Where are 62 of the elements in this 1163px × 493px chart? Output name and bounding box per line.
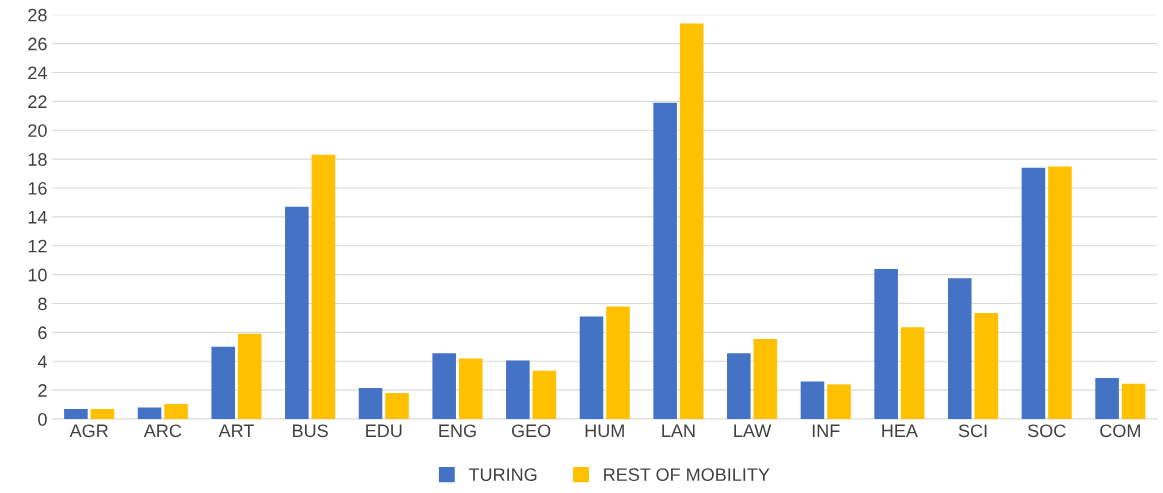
y-tick-label: 18: [28, 153, 47, 166]
bar: [532, 370, 557, 420]
bar: [948, 278, 972, 420]
bar: [579, 316, 604, 420]
x-tick-label: LAN: [662, 424, 695, 437]
x-tick-label: AGR: [69, 424, 108, 438]
bar: [237, 333, 262, 420]
x-tick-label: GEO: [511, 424, 551, 438]
y-tick-label: 26: [28, 37, 47, 51]
y-tick-label: 2: [38, 384, 47, 397]
y-tick-label: 20: [28, 124, 47, 138]
bar: [311, 154, 336, 420]
bar: [874, 268, 898, 420]
bar: [458, 358, 483, 420]
x-tick-label: SCI: [958, 424, 987, 438]
x-tick-label: ARC: [143, 424, 182, 438]
bar: [506, 360, 530, 420]
bar: [900, 327, 925, 420]
bar: [211, 346, 235, 420]
bar: [64, 408, 88, 420]
y-tick-label: 14: [28, 211, 47, 224]
bar: [753, 338, 778, 420]
x-tick-label: INF: [812, 424, 840, 437]
bar: [1095, 377, 1119, 420]
bar: [358, 388, 383, 420]
bar: [653, 102, 677, 420]
bar: [432, 353, 456, 420]
bar: [1048, 166, 1072, 420]
bar: [974, 312, 999, 420]
bar: [606, 306, 630, 420]
y-tick-label: 4: [37, 355, 47, 368]
bar: [164, 403, 188, 420]
y-tick-label: 24: [28, 66, 47, 80]
y-tick-label: 0: [38, 412, 47, 426]
x-tick-label: BUS: [293, 424, 328, 438]
y-tick-label: 8: [38, 297, 47, 311]
bar: [727, 353, 751, 420]
x-tick-label: SOC: [1027, 424, 1066, 438]
x-tick-label: COM: [1100, 424, 1140, 438]
bar: [385, 393, 409, 420]
x-tick-label: ART: [218, 424, 254, 437]
bar: [1021, 167, 1046, 420]
bar: [800, 381, 825, 420]
y-tick-label: 22: [28, 95, 47, 108]
x-tick-label: LAW: [734, 424, 772, 437]
bar: [827, 384, 851, 420]
bar: [679, 23, 704, 420]
x-tick-label: EDU: [366, 424, 402, 438]
y-tick-label: 6: [38, 326, 47, 340]
bar: [285, 206, 309, 420]
legend-label: TURING: [468, 468, 537, 481]
y-tick-label: 28: [28, 8, 47, 22]
x-tick-label: HEA: [882, 424, 918, 437]
y-tick-label: 10: [28, 268, 47, 282]
y-tick-label: 16: [28, 181, 47, 195]
bar: [137, 407, 162, 420]
legend-label: REST OF MOBILITY: [604, 468, 770, 481]
y-tick-label: 12: [28, 239, 47, 253]
bar: [1121, 383, 1146, 420]
x-tick-label: HUM: [585, 424, 624, 438]
bar: [90, 408, 115, 420]
x-tick-label: ENG: [439, 424, 476, 438]
